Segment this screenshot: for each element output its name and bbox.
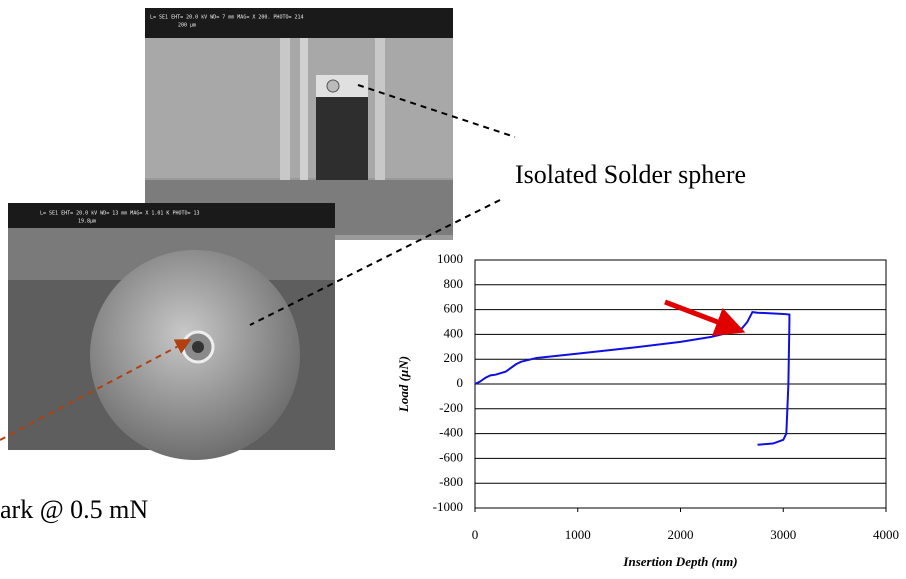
x-tick-label: 2000 [668, 527, 694, 542]
label: Isolated Solder sphere [515, 160, 746, 189]
y-tick-label: 400 [444, 325, 464, 340]
x-axis-title: Insertion Depth (nm) [622, 554, 737, 569]
y-tick-label: 800 [444, 276, 464, 291]
x-tick-label: 1000 [565, 527, 591, 542]
y-tick-label: 0 [457, 375, 464, 390]
y-tick-label: 200 [444, 350, 464, 365]
caption: ark @ 0.5 mN [0, 495, 148, 524]
sem-header: L= SE1 EHT= 20.0 kV WD= 13 mm MAG= X 1.0… [40, 211, 200, 217]
chart: -1000 -800 -600 -400 -200 0 200 400 600 800 1000 0 1… [396, 251, 899, 569]
y-tick-label: 1000 [437, 251, 463, 266]
y-tick-label: -200 [439, 400, 463, 415]
y-tick-label: -800 [439, 474, 463, 489]
y-tick-label: -600 [439, 449, 463, 464]
y-tick-label: 600 [444, 301, 464, 316]
y-tick-label: -1000 [433, 499, 463, 514]
y-axis-title: Load (µN) [396, 356, 411, 413]
x-tick-label: 4000 [873, 527, 899, 542]
y-tick-label: -400 [439, 425, 463, 440]
data-line [475, 312, 789, 445]
sem-header: L= SE1 EHT= 20.0 kV WD= 7 mm MAG= X 200.… [150, 15, 304, 21]
annotation-arrow [665, 302, 736, 329]
sem-scale: 200 µm [178, 23, 196, 29]
sem-scale: 19.8µm [78, 219, 96, 225]
x-tick-label: 3000 [770, 527, 796, 542]
x-tick-label: 0 [472, 527, 479, 542]
slide: L= SE1 EHT= 20.0 kV WD= 7 mm MAG= X 200.… [0, 0, 906, 574]
sem-image-2: L= SE1 EHT= 20.0 kV WD= 13 mm MAG= X 1.0… [8, 203, 335, 460]
